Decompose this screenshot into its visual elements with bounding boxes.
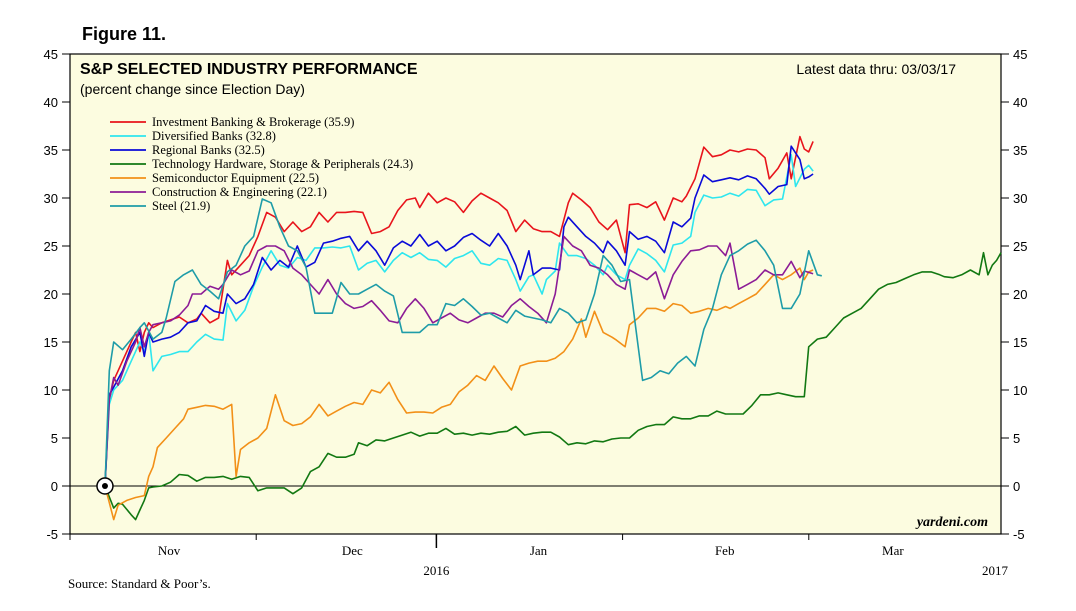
source-note: Source: Standard & Poor’s. — [68, 576, 211, 591]
y-tick-label-right: 0 — [1013, 479, 1020, 494]
chart-title: S&P SELECTED INDUSTRY PERFORMANCE — [80, 61, 418, 78]
y-tick-label-right: 30 — [1013, 191, 1027, 206]
legend-label-2: Diversified Banks (32.8) — [152, 129, 276, 143]
series-line-7 — [104, 198, 822, 487]
y-tick-label-left: -5 — [46, 527, 58, 542]
x-tick-label-feb: Feb — [715, 543, 735, 558]
legend-label-7: Steel (21.9) — [152, 199, 210, 213]
y-tick-label-left: 5 — [51, 431, 58, 446]
series-line-2 — [104, 154, 814, 487]
y-tick-label-right: 15 — [1013, 335, 1027, 350]
legend-label-1: Investment Banking & Brokerage (35.9) — [152, 115, 354, 129]
y-tick-label-left: 30 — [44, 191, 58, 206]
y-tick-label-left: 45 — [44, 47, 58, 62]
y-tick-label-right: 40 — [1013, 95, 1027, 110]
y-tick-label-right: 45 — [1013, 47, 1027, 62]
y-tick-label-left: 20 — [44, 287, 58, 302]
legend-label-6: Construction & Engineering (22.1) — [152, 185, 327, 199]
x-tick-label-jan: Jan — [530, 543, 548, 558]
y-tick-label-right: 10 — [1013, 383, 1027, 398]
latest-data-note: Latest data thru: 03/03/17 — [796, 61, 956, 77]
legend-label-4: Technology Hardware, Storage & Periphera… — [152, 157, 413, 171]
election-day-marker-dot — [101, 483, 108, 489]
y-tick-label-left: 0 — [51, 479, 58, 494]
x-tick-label-dec: Dec — [342, 543, 363, 558]
chart-subtitle: (percent change since Election Day) — [80, 81, 305, 97]
y-tick-label-right: 35 — [1013, 143, 1027, 158]
x-tick-label-mar: Mar — [882, 543, 904, 558]
y-tick-label-right: 5 — [1013, 431, 1020, 446]
x-year-label-2017: 2017 — [982, 563, 1009, 578]
series-line-6 — [104, 235, 814, 487]
x-year-label-2016: 2016 — [423, 563, 450, 578]
y-tick-label-right: 20 — [1013, 287, 1027, 302]
x-tick-label-nov: Nov — [158, 543, 181, 558]
series-line-4 — [104, 251, 1002, 521]
y-tick-label-left: 15 — [44, 335, 58, 350]
series-line-5 — [104, 267, 814, 521]
legend-label-5: Semiconductor Equipment (22.5) — [152, 171, 319, 185]
y-tick-label-left: 40 — [44, 95, 58, 110]
legend-label-3: Regional Banks (32.5) — [152, 143, 265, 157]
y-tick-label-left: 35 — [44, 143, 58, 158]
series-line-3 — [104, 145, 814, 487]
y-tick-label-right: -5 — [1013, 527, 1025, 542]
figure-label: Figure 11. — [82, 24, 167, 44]
y-tick-label-right: 25 — [1013, 239, 1027, 254]
watermark: yardeni.com — [915, 515, 988, 530]
y-tick-label-left: 25 — [44, 239, 58, 254]
y-tick-label-left: 10 — [44, 383, 58, 398]
